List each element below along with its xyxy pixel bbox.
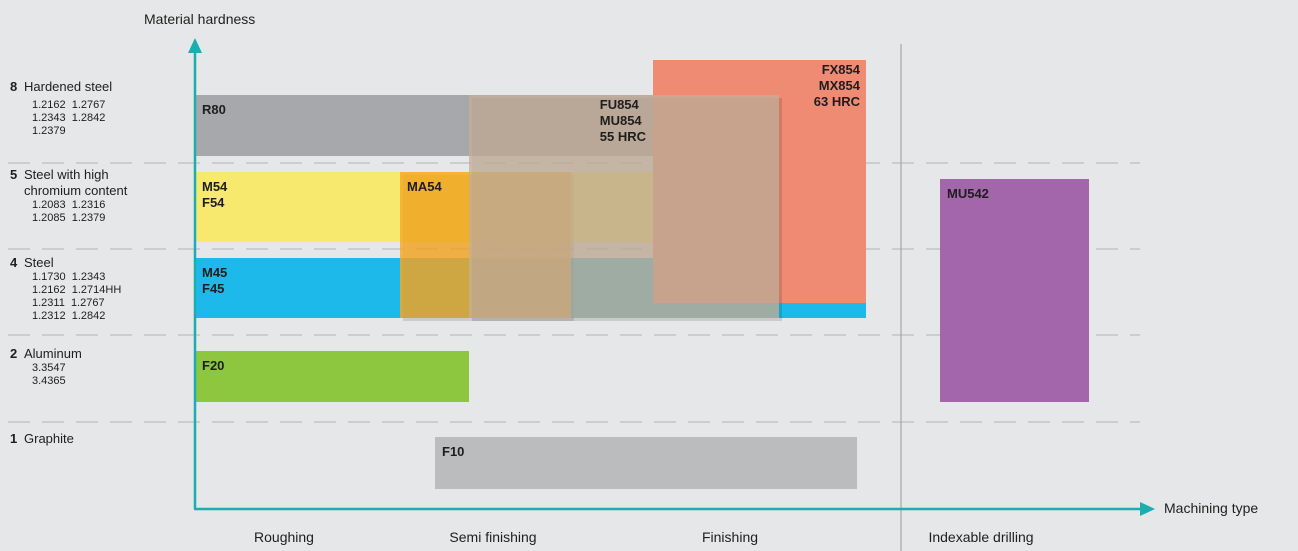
category-name: Steel [24, 255, 54, 270]
category-name: Aluminum [24, 346, 82, 361]
bar-label-fx854: FX854 MX854 63 HRC [813, 62, 860, 109]
bar-label-m54: M54 F54 [202, 179, 228, 210]
machining-type-label: Roughing [254, 529, 314, 545]
material-grade: 1.2311 1.2767 [32, 297, 105, 309]
category-number: 8 [10, 79, 18, 94]
y-axis-arrow-icon [188, 38, 202, 53]
bar-fu854 [469, 95, 779, 318]
machining-type-label: Finishing [701, 529, 759, 545]
bar-label-ma54: MA54 [407, 179, 442, 194]
bar-label-r80: R80 [202, 102, 226, 117]
x-axis-arrow-icon [1140, 502, 1155, 516]
material-grade: 3.4365 [32, 375, 66, 387]
bar-label-f10: F10 [442, 444, 465, 459]
bar-label-fu854: FU854 MU854 55 HRC [599, 97, 646, 144]
bar-f20 [195, 351, 469, 402]
material-grade: 1.1730 1.2343 [32, 271, 106, 283]
category-8: 8 Hardened steel 1.2162 1.2767 1.2343 1.284… [10, 79, 112, 138]
category-2: 2 Aluminum 3.3547 3.4365 [10, 346, 82, 388]
material-grade: 1.2083 1.2316 [32, 199, 106, 211]
material-grade: 1.2162 1.2714HH [32, 284, 122, 296]
machining-type-label: Semi finishing [449, 529, 537, 545]
x-axis-label: Machining type [1164, 500, 1259, 516]
material-grade: 1.2162 1.2767 [32, 99, 106, 111]
category-number: 2 [10, 346, 18, 361]
material-grade: 1.2343 1.2842 [32, 112, 106, 124]
category-4: 4 Steel 1.1730 1.2343 1.2162 1.2714HH 1.2311… [10, 255, 121, 323]
bar-mu542 [940, 179, 1089, 402]
category-5: 5 Steel with high chromium content 1.2083 … [10, 167, 127, 225]
material-grade: 1.2379 [32, 125, 66, 137]
category-number: 5 [10, 167, 18, 182]
machining-type-label: Indexable drilling [928, 529, 1034, 545]
category-name: Hardened steel [24, 79, 113, 94]
category-1: 1 Graphite [10, 431, 74, 447]
bar-label-m45: M45 F45 [202, 265, 228, 296]
category-number: 4 [10, 255, 18, 270]
category-name: Graphite [24, 431, 74, 446]
bar-f10 [435, 437, 857, 489]
bar-label-mu542: MU542 [947, 186, 989, 201]
material-grade: 3.3547 [32, 362, 66, 374]
y-axis-label: Material hardness [144, 11, 256, 27]
category-name: Steel with high chromium content [24, 167, 128, 198]
material-grade: 1.2085 1.2379 [32, 212, 106, 224]
bar-label-f20: F20 [202, 358, 225, 373]
category-number: 1 [10, 431, 18, 446]
material-grade: 1.2312 1.2842 [32, 310, 106, 322]
